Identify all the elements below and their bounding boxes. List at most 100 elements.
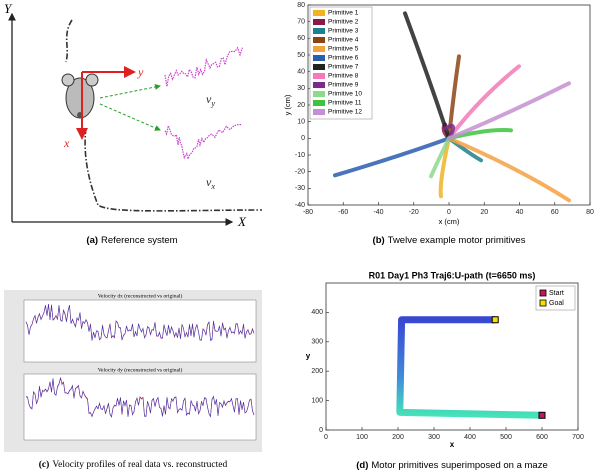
x-tick-label: 100: [356, 434, 368, 441]
x-tick-label: 0: [324, 434, 328, 441]
velocity-line: [25, 377, 255, 418]
x-tick-label: 400: [464, 434, 476, 441]
legend-label: Primitive 1: [328, 10, 359, 17]
y-tick-label: 50: [297, 52, 305, 59]
y-tick-label: -20: [295, 169, 305, 176]
caption-text: Reference system: [101, 235, 178, 246]
x-tick-label: 20: [480, 209, 488, 216]
legend-swatch: [539, 299, 547, 307]
marker-goal: [491, 316, 499, 324]
pointer: [99, 103, 161, 131]
x-tick-label: -40: [373, 209, 383, 216]
y-tick-label: 60: [297, 35, 305, 42]
y-tick-label: 100: [311, 397, 323, 404]
y-tick-label: -30: [295, 185, 305, 192]
legend-swatch: [313, 55, 325, 61]
legend-label: Primitive 2: [328, 19, 359, 26]
marker-start: [538, 411, 546, 419]
caption-label: (a): [86, 235, 98, 246]
track: [65, 19, 73, 63]
trajectory: [447, 64, 521, 141]
legend-swatch: [313, 10, 325, 16]
legend-label: Primitive 4: [328, 37, 359, 44]
legend-swatch: [313, 73, 325, 79]
trajectory: [333, 136, 451, 178]
caption-label: (d): [356, 460, 368, 471]
legend-label: Primitive 12: [328, 109, 362, 116]
vx-label-sub: x: [210, 182, 215, 191]
y-tick-label: 300: [311, 339, 323, 346]
legend-label: Primitive 6: [328, 55, 359, 62]
caption: (c) Velocity profiles of real data vs. re…: [39, 459, 228, 470]
legend-swatch: [313, 91, 325, 97]
x-tick-label: -20: [409, 209, 419, 216]
x-axis-label: x (cm): [439, 217, 460, 226]
caption-text: Velocity profiles of real data vs. recon…: [52, 459, 227, 470]
legend-swatch: [313, 100, 325, 106]
caption-label: (c): [39, 459, 50, 470]
x-tick-label: 0: [447, 209, 451, 216]
legend-swatch: [313, 109, 325, 115]
x-tick-label: 60: [551, 209, 559, 216]
y-tick-label: -40: [295, 202, 305, 209]
legend-swatch: [313, 82, 325, 88]
legend-swatch: [313, 28, 325, 34]
y-tick-label: 400: [311, 309, 323, 316]
legend-swatch: [313, 64, 325, 70]
legend-swatch: [313, 46, 325, 52]
x-tick-label: 300: [428, 434, 440, 441]
legend-swatch: [313, 37, 325, 43]
caption-label: (b): [373, 235, 385, 246]
plot-title: Velocity dy (reconstructed vs original): [98, 366, 183, 373]
x-tick-label: 500: [500, 434, 512, 441]
legend-swatch: [539, 289, 547, 297]
legend-label: Primitive 11: [328, 100, 362, 107]
x-tick-label: -80: [303, 209, 313, 216]
vy-label-sub: y: [210, 99, 215, 108]
axis-y-label: Y: [4, 1, 13, 16]
x-tick-label: 700: [572, 434, 584, 441]
caption-text: Twelve example motor primitives: [388, 235, 526, 246]
velocity-line: [25, 303, 255, 341]
track: [84, 127, 263, 212]
y-axis-label: y: [306, 352, 311, 361]
vx-label-base: v: [206, 175, 212, 189]
y-tick-label: 70: [297, 19, 305, 26]
legend-label: Primitive 3: [328, 28, 359, 35]
vy-label-base: v: [206, 92, 212, 106]
legend-swatch: [313, 19, 325, 25]
u-path: [396, 316, 543, 419]
y-tick-label: 20: [297, 102, 305, 109]
y-tick-label: 0: [301, 135, 305, 142]
y-tick-label: 0: [319, 427, 323, 434]
y-tick-label: -10: [295, 152, 305, 159]
plot-title: Velocity dx (reconstructed vs original): [98, 292, 183, 299]
trajectory: [429, 136, 451, 179]
y-tick-label: 30: [297, 85, 305, 92]
x-tick-label: -60: [338, 209, 348, 216]
trajectory: [447, 81, 571, 141]
legend-label: Start: [549, 290, 564, 297]
trajectory: [403, 11, 451, 141]
legend-label: Primitive 8: [328, 73, 359, 80]
x-axis-label: x: [450, 440, 455, 449]
y-tick-label: 80: [297, 2, 305, 9]
x-tick-label: 200: [392, 434, 404, 441]
x-tick-label: 40: [516, 209, 524, 216]
body-y-label: y: [137, 65, 144, 79]
y-axis-label: y (cm): [283, 94, 292, 115]
signal-vy: [164, 46, 244, 87]
vx-label: vx: [206, 175, 215, 191]
plot-title: R01 Day1 Ph3 Traj6:U-path (t=6650 ms): [369, 270, 536, 280]
plot-area: [23, 299, 257, 363]
x-tick-label: 600: [536, 434, 548, 441]
signal-vx: [164, 123, 242, 162]
vy-label: vy: [206, 92, 215, 108]
legend-label: Primitive 9: [328, 82, 359, 89]
caption: (d) Motor primitives superimposed on a ma…: [356, 460, 548, 471]
legend-label: Primitive 7: [328, 64, 359, 71]
panel-a: [8, 12, 263, 226]
caption: (a) Reference system: [86, 235, 177, 246]
body-x-label: x: [63, 136, 70, 150]
